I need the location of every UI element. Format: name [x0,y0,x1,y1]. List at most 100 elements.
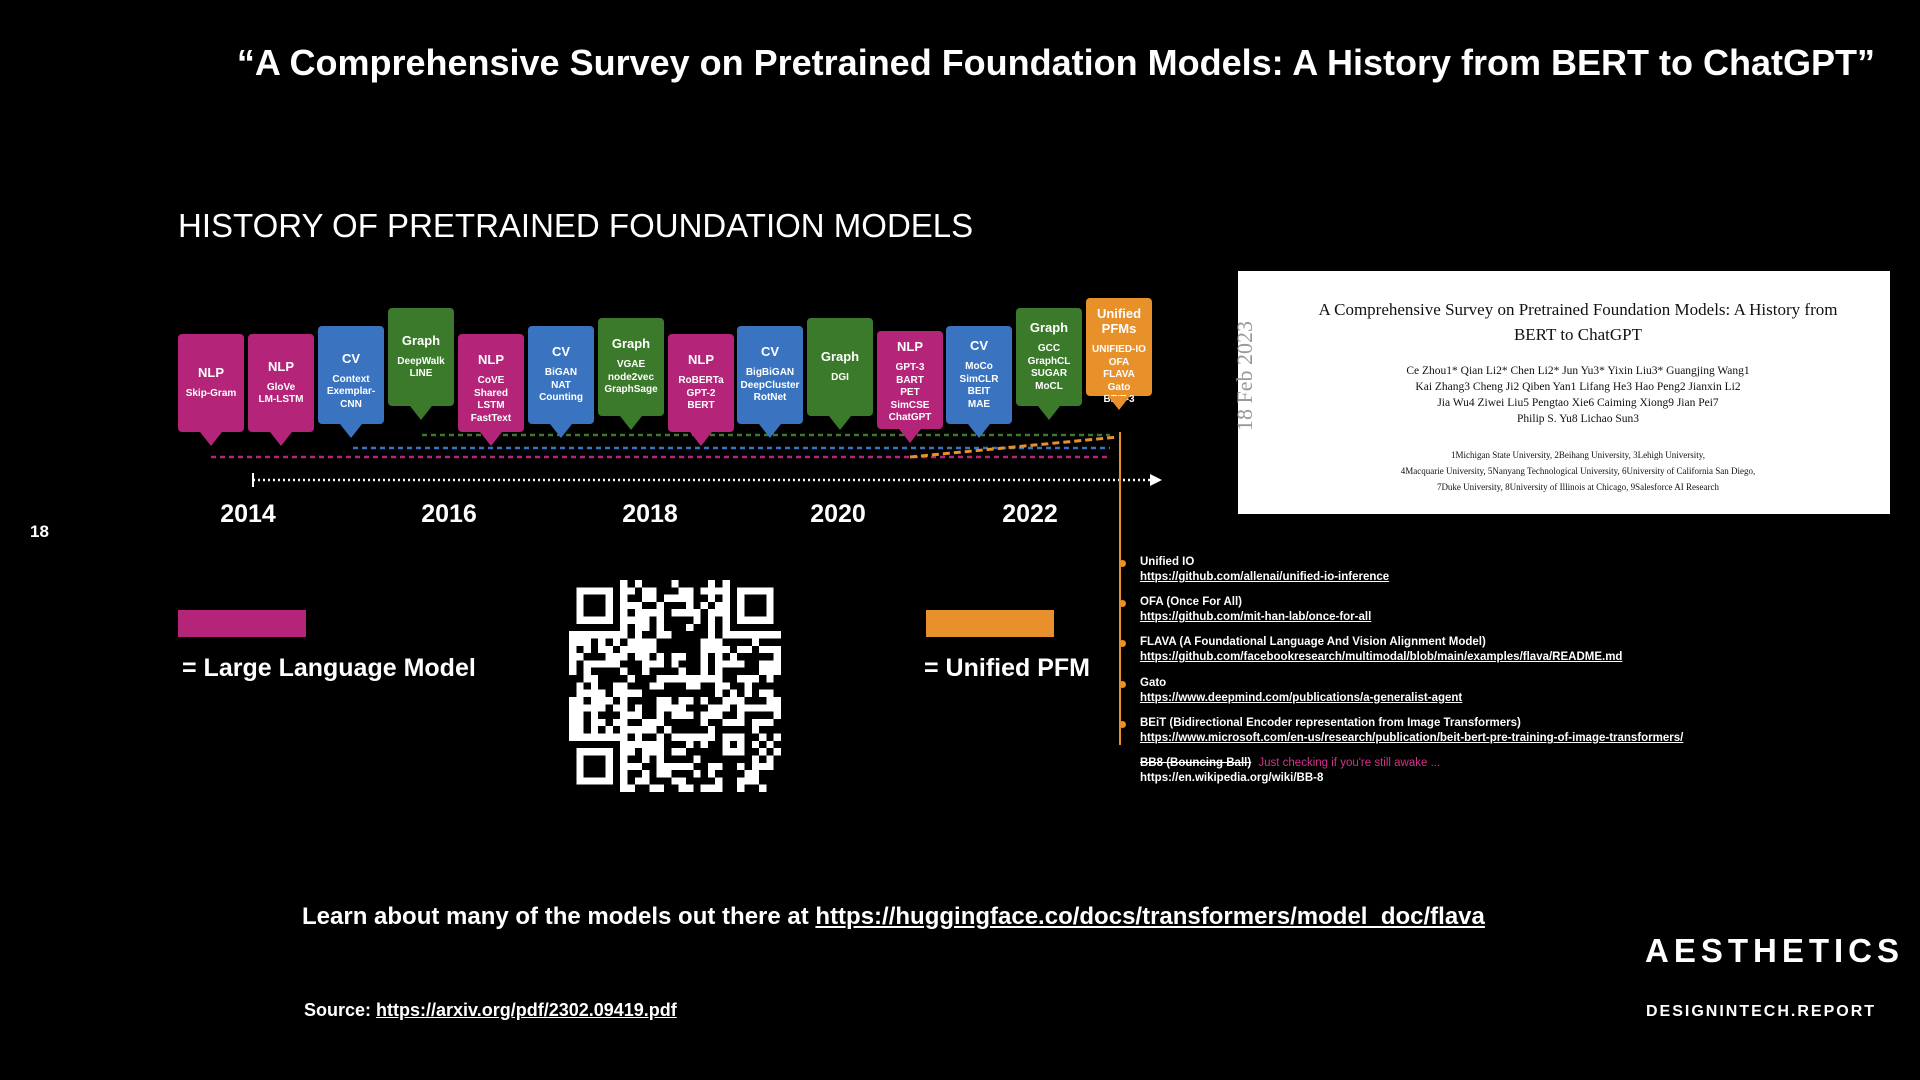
paper-preview[interactable]: 18 Feb 2023 A Comprehensive Survey on Pr… [1232,271,1890,514]
card-pointer [620,416,642,430]
timeline-card: CV BiGAN NAT Counting [528,326,594,424]
year-label: 2018 [622,500,678,528]
learn-more-link[interactable]: https://huggingface.co/docs/transformers… [815,903,1485,930]
card-category: Graph [611,336,651,352]
learn-more-line: Learn about many of the models out there… [302,903,1485,931]
reference-link[interactable]: https://www.microsoft.com/en-us/research… [1140,732,1684,744]
timeline-card: Graph DeepWalk LINE [388,308,454,406]
card-models: Context Exemplar-CNN [326,373,376,410]
reference-name: BEiT (Bidirectional Encoder representati… [1140,717,1521,729]
timeline-card: CV MoCo SimCLR BEIT MAE [946,326,1012,424]
timeline-card: NLP CoVE Shared LSTM FastText [458,334,524,432]
reference-item: FLAVA (A Foundational Language And Visio… [1119,635,1623,665]
source-label: Source: [304,1000,377,1020]
card-pointer [200,432,222,446]
reference-link[interactable]: https://github.com/allenai/unified-io-in… [1140,571,1390,583]
author-line: Philip S. Yu8 Lichao Sun3 [1517,413,1639,425]
reference-link[interactable]: https://github.com/mit-han-lab/once-for-… [1140,611,1372,623]
paper-authors: Ce Zhou1* Qian Li2* Chen Li2* Jun Yu3* Y… [1298,363,1858,427]
reference-item: Unified IO https://github.com/allenai/un… [1119,555,1390,585]
reference-item: BEiT (Bidirectional Encoder representati… [1119,716,1684,746]
bullet-dot-icon [1119,560,1126,567]
brand-logo: AESTHETICS [1645,932,1905,969]
easter-egg-note: Just checking if you're still awake ... [1258,757,1441,769]
card-pointer [829,416,851,430]
paper-affiliations: 1Michigan State University, 2Beihang Uni… [1298,447,1858,495]
arxiv-date-stamp: 18 Feb 2023 [1232,321,1257,431]
reference-link[interactable]: https://www.deepmind.com/publications/a-… [1140,692,1463,704]
card-pointer [1108,396,1130,410]
brand-url: DESIGNINTECH.REPORT [1646,1003,1877,1020]
card-models: DGI [831,371,849,383]
card-pointer [410,406,432,420]
card-category: CV [760,344,780,360]
timeline-card: Graph VGAE node2vec GraphSage [598,318,664,416]
qr-code[interactable] [569,580,781,792]
author-line: Kai Zhang3 Cheng Ji2 Qiben Yan1 Lifang H… [1415,381,1741,393]
card-category: CV [969,338,989,353]
timeline-heading: HISTORY OF PRETRAINED FOUNDATION MODELS [178,207,974,244]
source-line: Source: https://arxiv.org/pdf/2302.09419… [304,1000,677,1021]
card-category: CV [551,344,571,360]
card-pointer [1038,406,1060,420]
time-axis-arrowhead [1150,474,1162,486]
timeline-card: NLP Skip-Gram [178,334,244,432]
source-link[interactable]: https://arxiv.org/pdf/2302.09419.pdf [376,1000,677,1020]
card-models: GloVe LM-LSTM [258,381,304,406]
card-models: CoVE Shared LSTM FastText [470,375,512,424]
easter-egg-item: BB8 (Bouncing Ball) Just checking if you… [1140,756,1440,786]
card-category: NLP [688,352,714,368]
llm-legend-label: = Large Language Model [182,654,476,682]
slide-title: “A Comprehensive Survey on Pretrained Fo… [236,42,1875,83]
card-pointer [550,424,572,438]
card-category: Graph [820,348,860,364]
year-label: 2014 [220,500,276,528]
card-category: Unified PFMs [1096,306,1142,336]
card-category: NLP [268,358,294,374]
card-models: Skip-Gram [185,387,237,399]
card-category: Graph [401,332,441,348]
pfm-legend-swatch [926,610,1054,637]
pfm-legend-label: = Unified PFM [924,654,1090,682]
year-label: 2022 [1002,500,1058,528]
card-category: NLP [198,364,224,380]
timeline-card: Graph DGI [807,318,873,416]
bullet-dot-icon [1119,721,1126,728]
reference-item: OFA (Once For All) https://github.com/mi… [1119,595,1372,625]
card-category: CV [341,350,361,366]
author-line: Ce Zhou1* Qian Li2* Chen Li2* Jun Yu3* Y… [1406,365,1750,377]
timeline-card: CV Context Exemplar-CNN [318,326,384,424]
card-models: BiGAN NAT Counting [539,367,583,404]
reference-link[interactable]: https://github.com/facebookresearch/mult… [1140,651,1623,663]
easter-egg-name: BB8 (Bouncing Ball) [1140,757,1252,769]
page-number: 18 [30,522,49,541]
card-models: DeepWalk LINE [397,355,445,380]
reference-item: Gato https://www.deepmind.com/publicatio… [1119,676,1463,706]
card-pointer [690,432,712,446]
card-models: VGAE node2vec GraphSage [604,359,658,396]
reference-name: Unified IO [1140,556,1195,568]
reference-name: FLAVA (A Foundational Language And Visio… [1140,636,1486,648]
easter-egg-link[interactable]: https://en.wikipedia.org/wiki/BB-8 [1140,772,1324,784]
bullet-dot-icon [1119,640,1126,647]
llm-legend-swatch [178,610,306,637]
card-category: Graph [1029,320,1069,335]
connector-line-unified [909,435,1119,459]
timeline-card: NLP GPT-3 BART PET SimCSE ChatGPT [877,331,943,429]
affiliation-line: 7Duke University, 8University of Illinoi… [1436,482,1720,492]
card-models: RoBERTa GPT-2 BERT [678,375,724,412]
paper-title: A Comprehensive Survey on Pretrained Fou… [1318,300,1838,344]
learn-more-text: Learn about many of the models out there… [302,903,816,930]
card-category: NLP [478,352,504,368]
card-pointer [968,424,990,438]
timeline-card: Unified PFMs UNIFIED-IO OFA FLAVA Gato BE… [1086,298,1152,405]
timeline-card: Graph GCC GraphCL SUGAR MoCL [1016,308,1082,406]
card-category: NLP [897,339,923,354]
bullet-dot-icon [1119,681,1126,688]
reference-name: Gato [1140,677,1167,689]
card-models: GPT-3 BART PET SimCSE ChatGPT [888,362,932,423]
timeline-card: CV BigBiGAN DeepCluster RotNet [737,326,803,424]
card-models: GCC GraphCL SUGAR MoCL [1027,343,1071,392]
card-models: MoCo SimCLR BEIT MAE [959,361,999,410]
timeline-card: NLP RoBERTa GPT-2 BERT [668,334,734,432]
